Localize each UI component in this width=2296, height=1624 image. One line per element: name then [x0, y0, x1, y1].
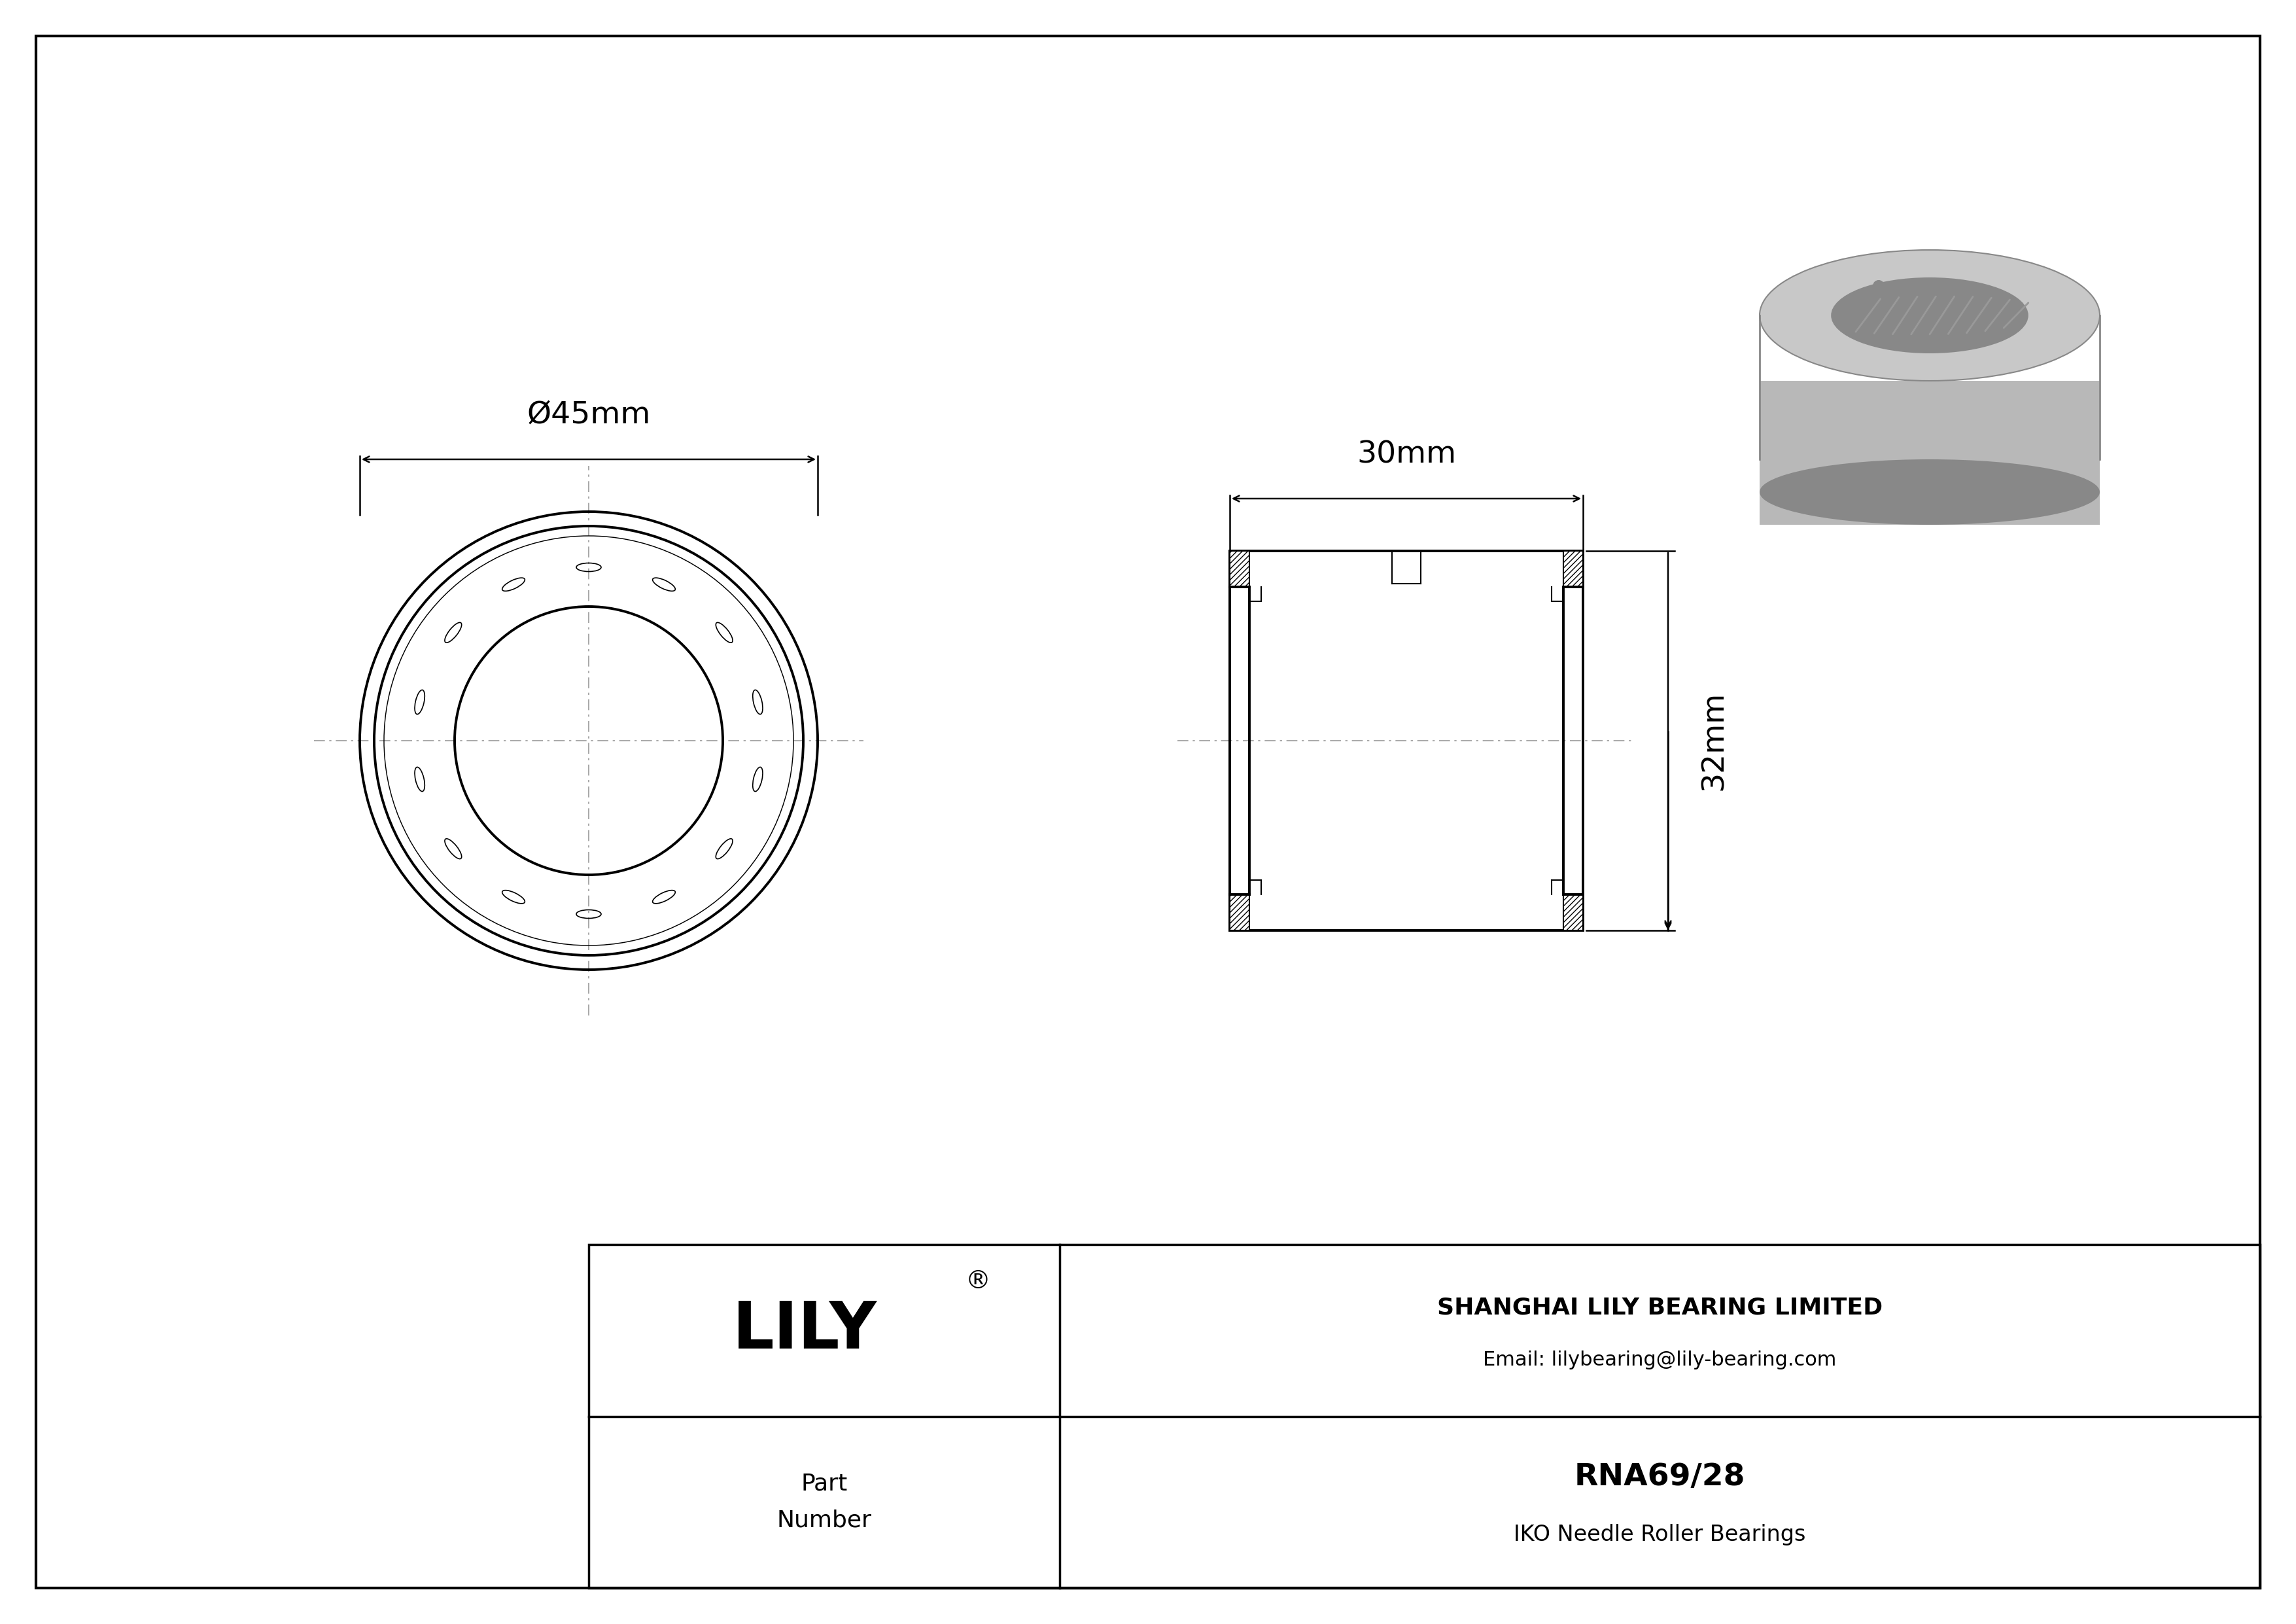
Polygon shape [1759, 380, 2101, 525]
Polygon shape [1231, 551, 1249, 586]
Circle shape [1874, 279, 1885, 292]
Text: Ø45mm: Ø45mm [526, 401, 650, 430]
Ellipse shape [1830, 278, 2027, 354]
Text: LILY: LILY [732, 1299, 877, 1363]
Text: 30mm: 30mm [1357, 440, 1456, 469]
Polygon shape [1564, 895, 1582, 931]
Text: RNA69/28: RNA69/28 [1575, 1463, 1745, 1492]
Polygon shape [1231, 895, 1249, 931]
Text: Email: lilybearing@lily-bearing.com: Email: lilybearing@lily-bearing.com [1483, 1350, 1837, 1369]
Text: 32mm: 32mm [1699, 690, 1729, 791]
Ellipse shape [1759, 250, 2101, 380]
Text: Part
Number: Part Number [776, 1473, 872, 1531]
Ellipse shape [1759, 460, 2101, 525]
Polygon shape [1564, 551, 1582, 586]
Text: IKO Needle Roller Bearings: IKO Needle Roller Bearings [1513, 1523, 1807, 1546]
Text: SHANGHAI LILY BEARING LIMITED: SHANGHAI LILY BEARING LIMITED [1437, 1296, 1883, 1319]
Text: ®: ® [964, 1268, 990, 1294]
